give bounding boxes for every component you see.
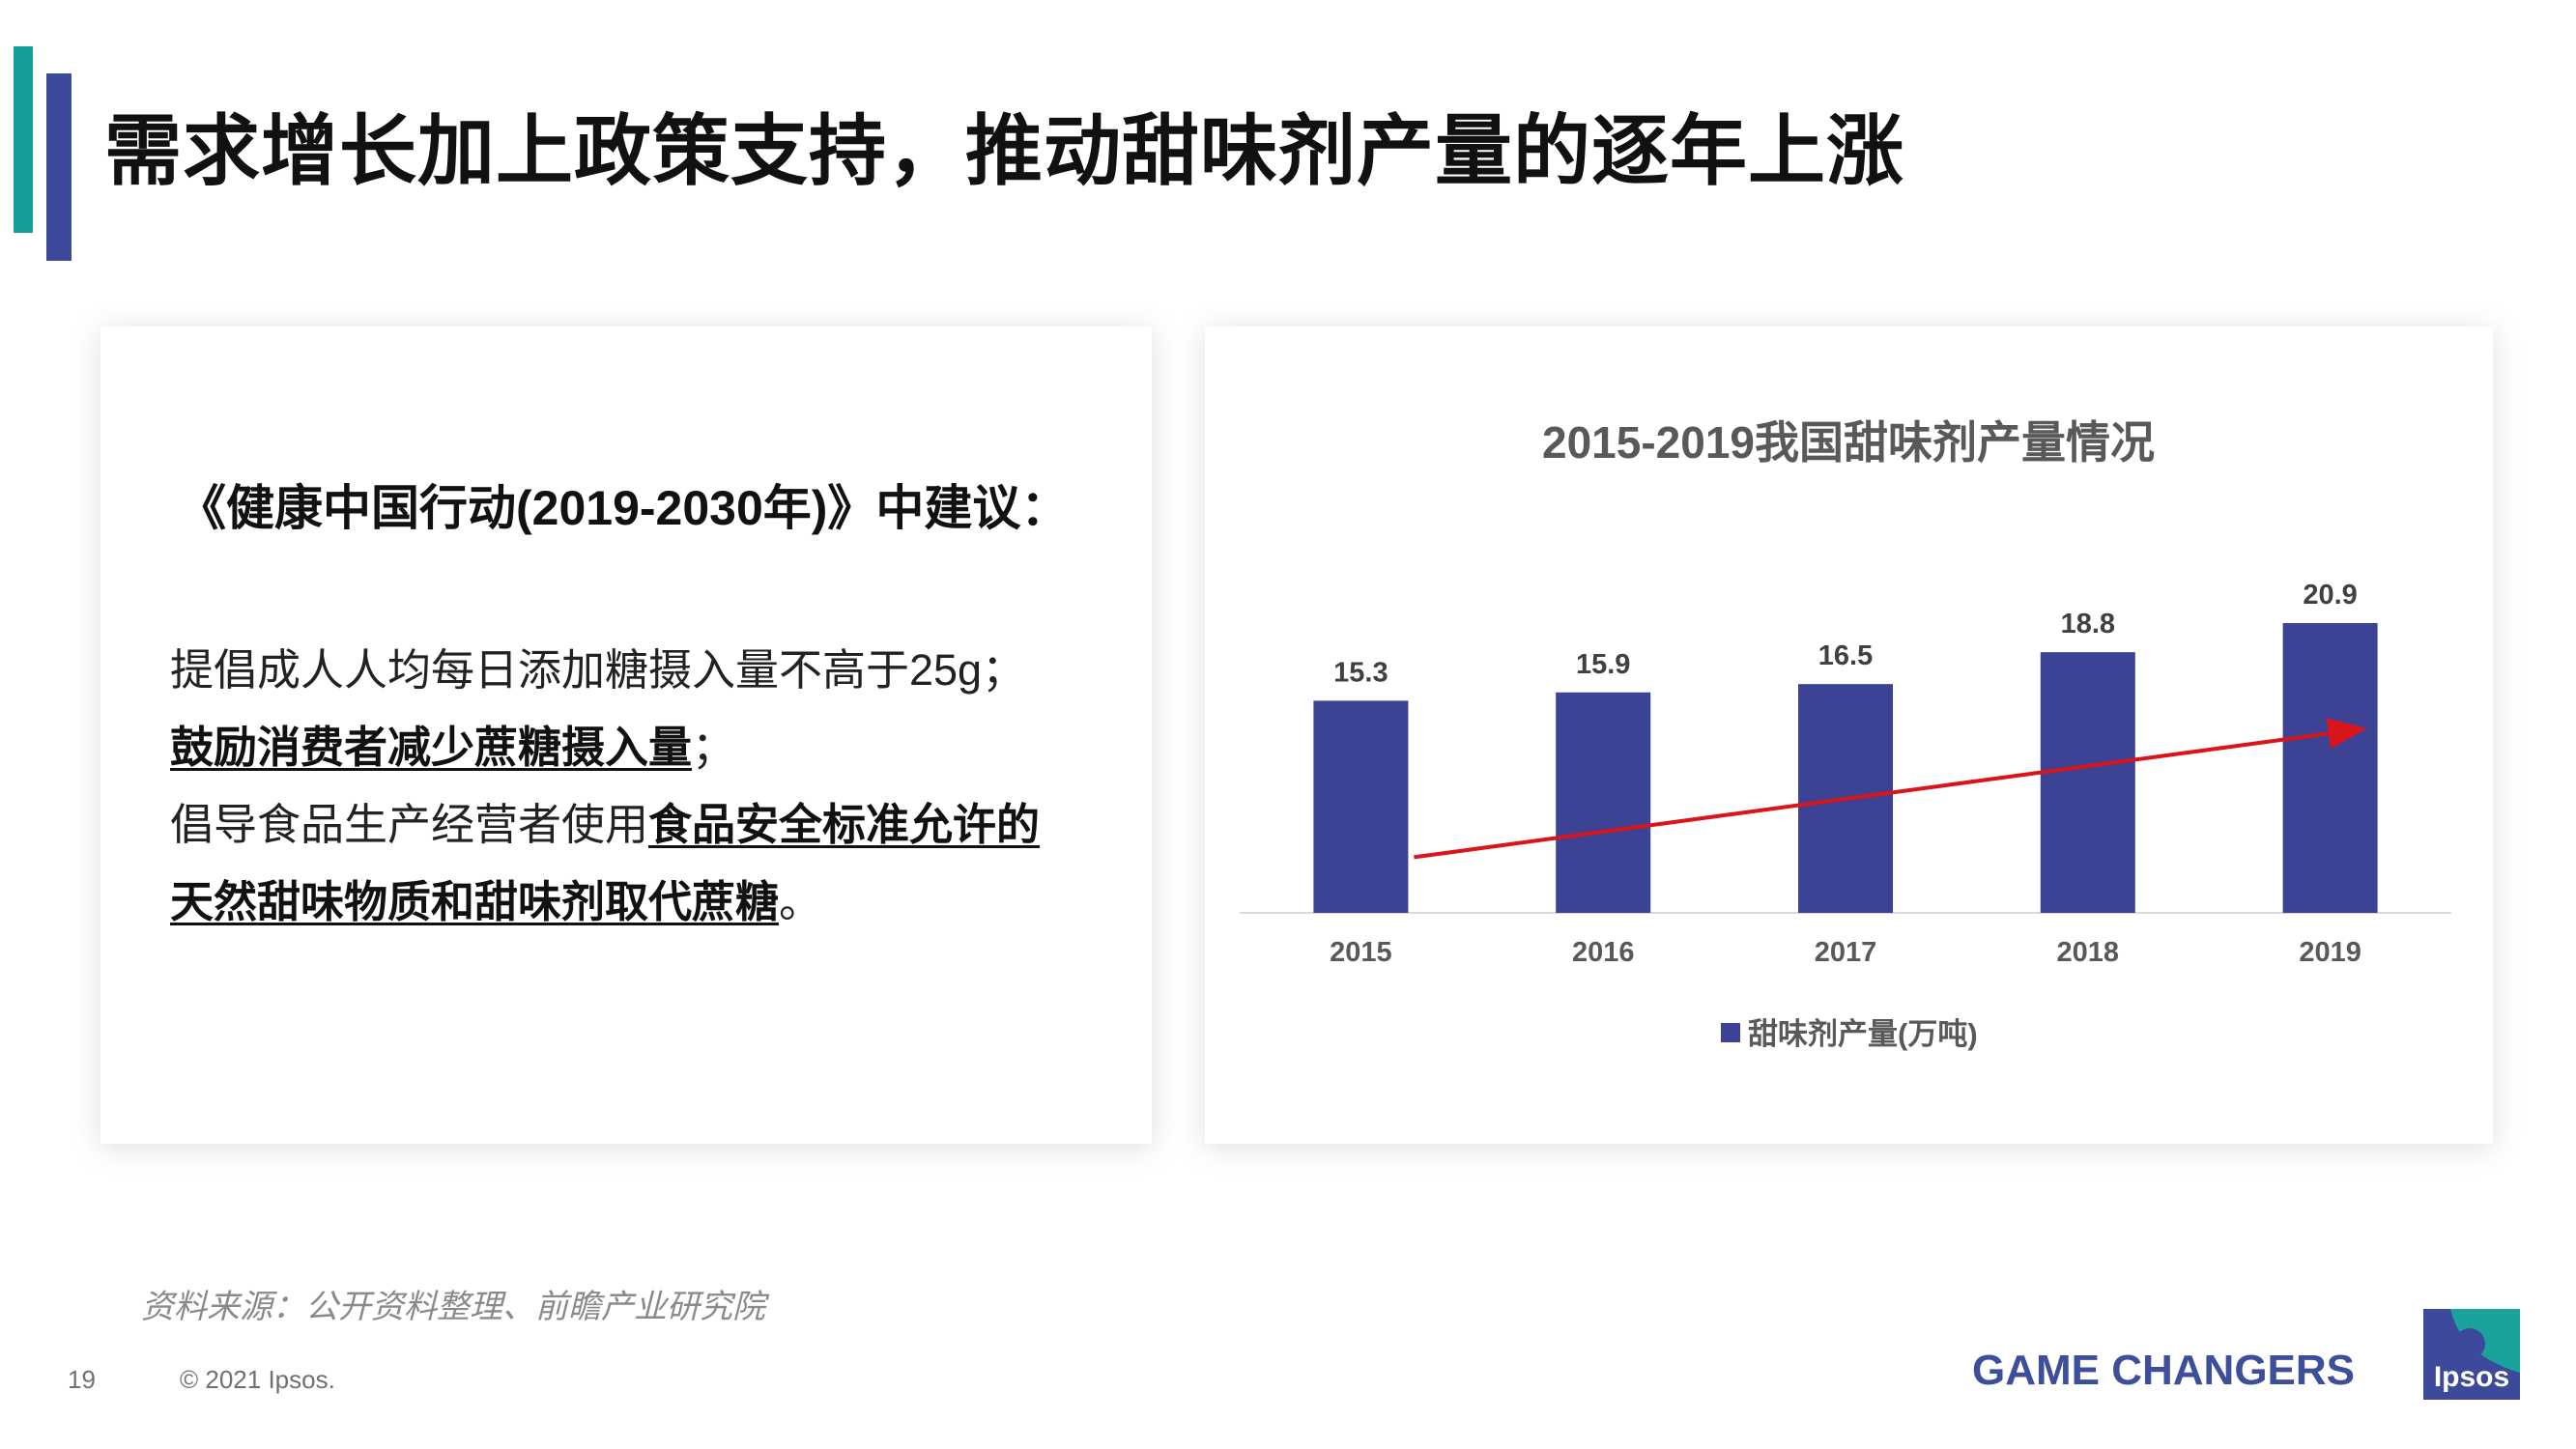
trend-arrow: [1414, 718, 2367, 860]
game-changers-tagline: GAME CHANGERS: [1972, 1347, 2356, 1394]
policy-line-3-emphasis: 食品安全标准允许的: [648, 800, 1041, 849]
data-label-2019: 20.9: [2303, 580, 2357, 611]
chart-title: 2015-2019我国甜味剂产量情况: [1542, 417, 2155, 468]
policy-line-2: 鼓励消费者减少蔗糖摄入量；: [170, 709, 1127, 786]
data-label-2017: 16.5: [1818, 640, 1873, 671]
bar-2018: [2040, 652, 2135, 913]
policy-heading: 《健康中国行动(2019-2030年)》中建议：: [178, 481, 1070, 535]
accent-bar-teal: [14, 46, 33, 233]
page-title: 需求增长加上政策支持，推动甜味剂产量的逐年上涨: [104, 108, 1904, 194]
x-tick-label-2019: 2019: [2299, 937, 2361, 968]
policy-line-3: 倡导食品生产经营者使用食品安全标准允许的: [170, 786, 1127, 864]
bar-2016: [1556, 692, 1651, 913]
policy-line-2-tail: ；: [692, 723, 736, 772]
policy-card: 《健康中国行动(2019-2030年)》中建议： 提倡成人人均每日添加糖摄入量不…: [100, 327, 1152, 1144]
ipsos-logo: Ipsos: [2423, 1309, 2520, 1400]
legend: 甜味剂产量(万吨): [1721, 1017, 1978, 1051]
policy-line-4-emphasis: 天然甜味物质和甜味剂取代蔗糖: [170, 877, 780, 926]
policy-line-4-tail: 。: [779, 877, 823, 926]
logo-text: Ipsos: [2434, 1361, 2509, 1393]
data-label-2015: 15.3: [1333, 657, 1388, 688]
page-number: 19: [68, 1365, 96, 1394]
bar-chart: 2015-2019我国甜味剂产量情况 15.3 2015 15.9 2016 16.5 2…: [1240, 417, 2451, 1051]
data-label-2018: 18.8: [2061, 609, 2115, 639]
legend-swatch: [1721, 1023, 1740, 1042]
policy-line-1-text: 提倡成人人均每日添加糖摄入量不高于25g；: [170, 645, 1026, 695]
policy-line-1: 提倡成人人均每日添加糖摄入量不高于25g；: [170, 632, 1127, 709]
chart-card: 2015-2019我国甜味剂产量情况 15.3 2015 15.9 2016 16.5 2…: [1205, 327, 2493, 1144]
policy-line-3-text: 倡导食品生产经营者使用: [170, 800, 649, 849]
legend-label: 甜味剂产量(万吨): [1748, 1017, 1978, 1051]
x-tick-label-2015: 2015: [1330, 937, 1392, 968]
bar-2019: [2282, 623, 2378, 913]
accent-bar-navy: [46, 73, 72, 261]
data-label-2016: 15.9: [1576, 649, 1630, 680]
policy-text: 提倡成人人均每日添加糖摄入量不高于25g； 鼓励消费者减少蔗糖摄入量； 倡导食品…: [170, 632, 1127, 941]
x-tick-label-2018: 2018: [2057, 937, 2120, 968]
policy-line-4: 天然甜味物质和甜味剂取代蔗糖。: [170, 864, 1127, 941]
copyright: © 2021 Ipsos.: [180, 1365, 335, 1394]
policy-line-2-emphasis: 鼓励消费者减少蔗糖摄入量: [170, 723, 693, 772]
x-tick-label-2016: 2016: [1572, 937, 1635, 968]
bar-2015: [1313, 700, 1409, 913]
source-note: 资料来源：公开资料整理、前瞻产业研究院: [141, 1289, 765, 1325]
x-tick-label-2017: 2017: [1815, 937, 1877, 968]
